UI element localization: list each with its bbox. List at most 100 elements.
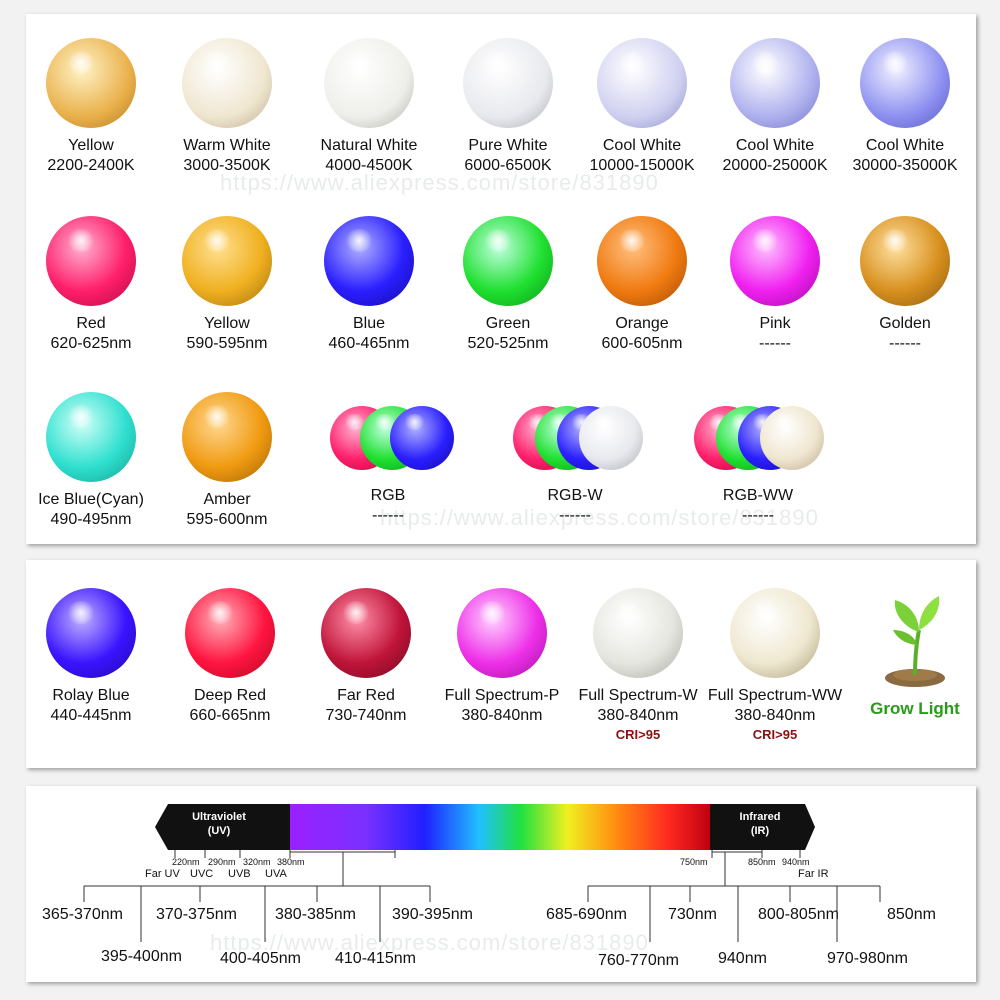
uv-band-a: UVA xyxy=(265,868,287,880)
grow-light-badge: Grow Light xyxy=(860,590,970,719)
led-spec: ------ xyxy=(742,507,774,524)
ir-tick-750: 750nm xyxy=(680,857,708,867)
led-bead-icon xyxy=(579,406,643,470)
led-name: Blue xyxy=(352,315,386,332)
led-deep-red: Deep Red 660-665nm xyxy=(160,588,300,726)
led-spec: 490-495nm xyxy=(50,511,132,528)
uv-band-c: UVC xyxy=(190,868,214,880)
watermark-text: https://www.aliexpress.com/store/831890 xyxy=(380,505,819,530)
led-bead-icon xyxy=(593,588,683,678)
led-bead-icon xyxy=(860,216,950,306)
uv-wavelength: 390-395nm xyxy=(392,906,473,923)
uv-tick-320: 320nm xyxy=(243,857,271,867)
led-bead-icon xyxy=(463,38,553,128)
watermark-text: https://www.aliexpress.com/store/831890 xyxy=(220,170,659,195)
cri-badge: CRI>95 xyxy=(615,727,661,742)
led-pure-white: Pure White 6000-6500K xyxy=(438,38,578,176)
led-bead-icon xyxy=(324,216,414,306)
led-bead-icon xyxy=(730,588,820,678)
led-bead-icon xyxy=(730,216,820,306)
led-spec: 440-445nm xyxy=(50,707,132,724)
uv-wavelength: 410-415nm xyxy=(335,950,416,967)
led-bead-icon xyxy=(46,216,136,306)
led-spec: 2200-2400K xyxy=(47,157,135,174)
ir-wavelength: 800-805nm xyxy=(758,906,839,923)
led-cool-white-2: Cool White 20000-25000K xyxy=(705,38,845,176)
led-yellow: Yellow 590-595nm xyxy=(157,216,297,354)
led-spec: 4000-4500K xyxy=(325,157,413,174)
uv-band-far: Far UV xyxy=(145,868,180,880)
uv-tick-380: 380nm xyxy=(277,857,305,867)
led-spec: ------ xyxy=(759,335,791,352)
led-full-spectrum-ww: Full Spectrum-WW 380-840nm CRI>95 xyxy=(705,588,845,744)
ir-wavelength: 850nm xyxy=(887,906,936,923)
led-spec: 380-840nm xyxy=(734,707,816,724)
led-name: Deep Red xyxy=(193,687,267,704)
watermark-text: https://www.aliexpress.com/store/831890 xyxy=(210,930,649,955)
led-name: Rolay Blue xyxy=(52,687,130,704)
led-warm-white: Warm White 3000-3500K xyxy=(157,38,297,176)
led-spec: 20000-25000K xyxy=(722,157,828,174)
led-spec: 3000-3500K xyxy=(183,157,271,174)
led-golden: Golden ------ xyxy=(835,216,975,354)
led-name: Pink xyxy=(759,315,791,332)
ir-label: Infrared (IR) xyxy=(720,810,800,838)
led-name: Cool White xyxy=(865,137,945,154)
led-bead-icon xyxy=(46,38,136,128)
led-rgb-group xyxy=(330,406,460,476)
led-bead-icon xyxy=(730,38,820,128)
led-full-spectrum-w: Full Spectrum-W 380-840nm CRI>95 xyxy=(568,588,708,744)
led-bead-icon xyxy=(324,38,414,128)
sprout-icon xyxy=(885,596,945,687)
led-far-red: Far Red 730-740nm xyxy=(296,588,436,726)
led-spec: 6000-6500K xyxy=(464,157,552,174)
ir-wavelength: 730nm xyxy=(668,906,717,923)
uv-wavelength: 370-375nm xyxy=(156,906,237,923)
led-name: Full Spectrum-W xyxy=(578,687,698,704)
ir-tick-940: 940nm xyxy=(782,857,810,867)
led-name: Green xyxy=(485,315,531,332)
grow-light-label: Grow Light xyxy=(870,699,960,718)
led-orange: Orange 600-605nm xyxy=(572,216,712,354)
uv-label-line2: (UV) xyxy=(207,825,231,837)
led-name: Cool White xyxy=(602,137,682,154)
led-spec: 600-605nm xyxy=(601,335,683,352)
ir-label-line2: (IR) xyxy=(750,825,770,837)
led-bead-icon xyxy=(46,392,136,482)
ir-label-line1: Infrared xyxy=(739,811,781,823)
led-name: Red xyxy=(76,315,106,332)
led-rgbw-group xyxy=(513,406,643,476)
led-pink: Pink ------ xyxy=(705,216,845,354)
uv-band-b: UVB xyxy=(228,868,251,880)
led-royal-blue: Rolay Blue 440-445nm xyxy=(21,588,161,726)
led-rgbww-group xyxy=(694,406,824,476)
led-bead-icon xyxy=(760,406,824,470)
led-spec: 595-600nm xyxy=(186,511,268,528)
led-spec: 620-625nm xyxy=(50,335,132,352)
led-name: Amber xyxy=(203,491,251,508)
led-natural-white: Natural White 4000-4500K xyxy=(299,38,439,176)
led-name: Full Spectrum-WW xyxy=(707,687,843,704)
led-rgbw: RGB-W ------ xyxy=(505,486,645,526)
led-name: RGB xyxy=(370,487,406,504)
led-rgbww: RGB-WW ------ xyxy=(688,486,828,526)
led-name: Golden xyxy=(879,315,931,332)
led-spec: 460-465nm xyxy=(328,335,410,352)
led-bead-icon xyxy=(321,588,411,678)
ir-wavelength: 760-770nm xyxy=(598,952,679,969)
led-cool-white-3: Cool White 30000-35000K xyxy=(835,38,975,176)
uv-wavelength: 365-370nm xyxy=(42,906,123,923)
led-spec: 520-525nm xyxy=(467,335,549,352)
led-ice-blue: Ice Blue(Cyan) 490-495nm xyxy=(21,392,161,530)
led-bead-icon xyxy=(185,588,275,678)
led-name: RGB-WW xyxy=(722,487,794,504)
led-spec: 590-595nm xyxy=(186,335,268,352)
uv-wavelength: 395-400nm xyxy=(101,948,182,965)
led-name: Yellow xyxy=(204,315,250,332)
led-bead-icon xyxy=(390,406,454,470)
uv-wavelength: 400-405nm xyxy=(220,950,301,967)
led-bead-icon xyxy=(182,38,272,128)
cri-badge: CRI>95 xyxy=(752,727,798,742)
led-name: Pure White xyxy=(468,137,548,154)
ir-band-far: Far IR xyxy=(798,868,829,880)
